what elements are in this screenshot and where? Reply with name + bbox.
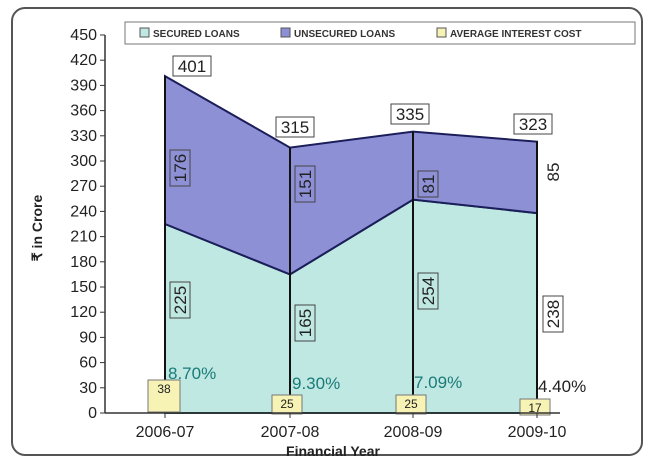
unsecured-value-label: 176 (171, 154, 190, 182)
total-value-box (172, 55, 212, 77)
unsecured-value-label-group: 85 (544, 163, 563, 182)
secured-value-label-group: 254 (417, 272, 439, 310)
y-tick-label: 330 (70, 128, 97, 145)
x-tick-label: 2006-07 (136, 424, 195, 441)
total-value-label: 401 (178, 57, 206, 76)
avg-interest-cost-label: 25 (280, 397, 294, 411)
unsecured-value-label-box (294, 165, 316, 203)
legend-box (124, 21, 636, 45)
total-value-label: 315 (281, 118, 309, 137)
total-value-box (275, 116, 315, 138)
secured-value-label-box (169, 281, 191, 319)
interest-rate-label: 4.40% (538, 377, 586, 396)
y-axis-title: ₹ in Crore (29, 195, 45, 262)
unsecured-value-label: 151 (296, 170, 315, 198)
avg-interest-cost-label: 38 (157, 382, 171, 396)
unsecured-value-label-box (417, 170, 439, 198)
secured-value-label: 165 (296, 309, 315, 337)
y-tick-label: 390 (70, 77, 97, 94)
y-tick-label: 120 (70, 304, 97, 321)
y-tick-label: 0 (88, 405, 97, 422)
total-value-box (513, 113, 553, 135)
secured-value-label-group: 225 (169, 281, 191, 319)
total-value-box (390, 103, 430, 125)
secured-value-label-group: 165 (294, 304, 316, 342)
avg-interest-cost-box (519, 398, 551, 416)
avg-interest-cost-label: 25 (404, 397, 418, 411)
secured-value-label-box (294, 304, 316, 342)
y-tick-label: 450 (70, 27, 97, 44)
y-tick-label: 150 (70, 279, 97, 296)
y-tick-label: 210 (70, 229, 97, 246)
y-tick-label: 300 (70, 153, 97, 170)
y-tick-label: 420 (70, 52, 97, 69)
y-tick-label: 240 (70, 203, 97, 220)
y-tick-label: 60 (79, 355, 97, 372)
avg-interest-cost-box (271, 394, 303, 415)
x-tick-label: 2008-09 (384, 424, 443, 441)
interest-rate-label: 8.70% (168, 364, 216, 383)
unsecured-value-label-box (169, 149, 191, 187)
unsecured-value-label-group: 176 (169, 149, 191, 187)
secured-value-label: 225 (171, 286, 190, 314)
x-tick-label: 2007-08 (261, 424, 320, 441)
y-tick-label: 360 (70, 103, 97, 120)
x-tick-label: 2009-10 (508, 424, 567, 441)
avg-interest-cost-box (147, 379, 181, 413)
legend-label: SECURED LOANS (153, 29, 240, 40)
interest-rate-label: 7.09% (414, 373, 462, 392)
unsecured-value-label: 81 (419, 175, 438, 194)
legend-swatch (436, 27, 447, 38)
legend-swatch (280, 27, 291, 38)
total-value-label: 335 (396, 105, 424, 124)
avg-interest-cost-box (395, 394, 427, 415)
secured-value-label: 238 (544, 300, 563, 328)
unsecured-value-label-group: 81 (417, 170, 439, 198)
secured-value-label-box (542, 295, 564, 333)
y-tick-label: 30 (79, 380, 97, 397)
x-axis-title: Financial Year (286, 443, 380, 459)
y-tick-label: 180 (70, 254, 97, 271)
avg-interest-cost-label: 17 (528, 401, 542, 415)
secured-value-label-box (417, 272, 439, 310)
total-value-label: 323 (519, 115, 547, 134)
y-tick-label: 90 (79, 329, 97, 346)
unsecured-value-label-group: 151 (294, 165, 316, 203)
secured-value-label: 254 (419, 277, 438, 305)
legend-label: UNSECURED LOANS (294, 29, 395, 40)
interest-rate-label: 9.30% (292, 374, 340, 393)
y-tick-label: 270 (70, 178, 97, 195)
unsecured-value-label: 85 (544, 163, 563, 182)
legend-swatch (139, 27, 150, 38)
legend-label: AVERAGE INTEREST COST (450, 29, 582, 40)
secured-value-label-group: 238 (542, 295, 564, 333)
